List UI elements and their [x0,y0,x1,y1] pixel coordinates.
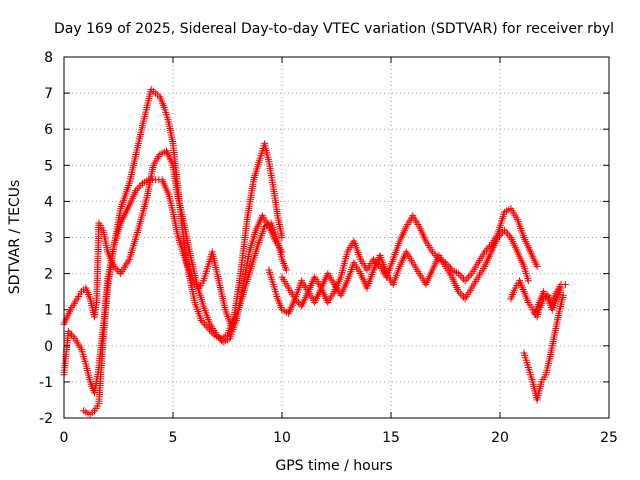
y-tick-label: 5 [44,158,53,174]
data-marker [486,243,494,250]
series-trace-g [520,291,567,404]
y-tick-label: 1 [44,303,53,319]
plot-frame [63,56,610,419]
data-marker [443,261,451,269]
x-tick-label: 10 [273,430,291,446]
data-marker [456,290,464,297]
data-point [204,324,212,332]
data-point [559,291,567,299]
data-point [278,234,286,241]
data-point [481,248,489,256]
data-point [557,284,565,292]
y-tick-label: 0 [44,339,53,355]
data-marker [466,271,474,279]
x-tick-label: 25 [600,430,618,446]
series-trace-e [278,205,541,310]
data-marker [69,333,77,341]
data-point [213,331,221,339]
data-point [291,295,299,303]
y-tick-label: 2 [44,267,53,283]
data-marks [60,86,569,418]
data-point [524,277,532,285]
y-tick-label: 8 [44,50,53,66]
data-marker [505,232,513,240]
data-marker [504,230,512,238]
data-point [197,317,205,324]
data-marker [66,329,74,337]
data-point [461,277,469,285]
y-tick-label: 4 [44,194,53,210]
data-point [110,262,118,270]
data-point [132,187,140,195]
data-marker [458,291,466,299]
x-tick-label: 5 [169,430,178,446]
data-marker [134,185,142,193]
data-marker [432,252,440,260]
x-tick-label: 15 [382,430,400,446]
y-tick-label: 7 [44,86,53,102]
data-point [428,248,436,256]
axes: -2 -1 0 1 2 3 4 5 6 7 8 0 5 10 15 20 25 [39,50,618,446]
x-tick-label: 0 [60,430,69,446]
y-axis-label: SDTVAR / TECUs [7,180,23,295]
data-point [278,248,286,256]
data-marker [218,336,225,344]
data-marker [445,262,453,270]
data-marker [502,228,510,236]
data-point [442,259,449,267]
data-marker [433,253,441,261]
chart-title: Day 169 of 2025, Sidereal Day-to-day VTE… [54,21,614,37]
data-marker [373,259,381,267]
data-marker [463,275,471,283]
data-marker [375,261,382,269]
data-point [282,266,290,274]
data-marker [68,331,76,339]
data-marker [135,183,143,191]
data-marker [464,273,472,281]
x-axis-label: GPS time / hours [275,458,392,474]
data-marker [456,271,464,279]
data-point [455,270,463,278]
data-point [533,262,541,270]
y-tick-label: 3 [44,231,53,247]
data-marker [112,264,120,272]
x-tick-label: 20 [491,430,509,446]
grid [64,57,609,418]
series-trace-h [531,284,565,317]
data-marker [199,318,207,326]
data-marker [446,264,454,272]
data-marker [458,273,466,281]
y-tick-label: -1 [39,375,53,391]
data-marker [293,297,301,305]
data-point [561,280,569,288]
y-tick-label: -2 [39,411,53,427]
data-point [370,255,378,263]
data-marker [482,246,490,254]
data-point [64,327,72,335]
data-marker [216,335,224,343]
data-point [500,226,508,234]
data-marker [484,244,492,252]
data-marker [214,333,222,341]
y-tick-label: 6 [44,122,53,138]
data-marker [371,257,379,265]
series-trace-d [265,226,532,317]
